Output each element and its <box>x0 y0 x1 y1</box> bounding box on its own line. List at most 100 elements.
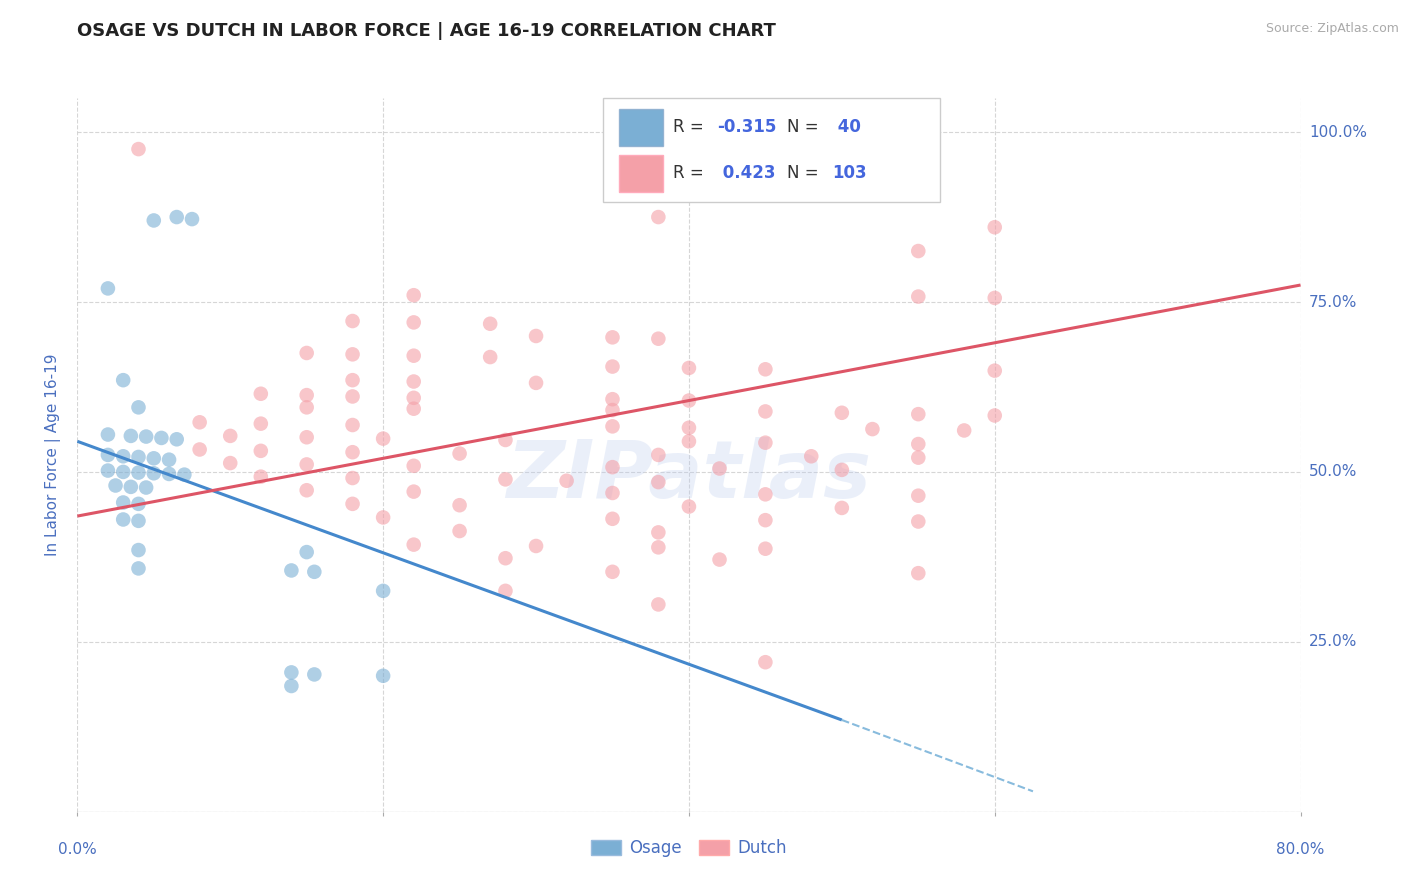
FancyBboxPatch shape <box>603 98 939 202</box>
Point <box>831 406 853 420</box>
Point <box>342 471 364 485</box>
Point <box>127 142 149 156</box>
Point <box>112 450 135 464</box>
Point <box>402 484 425 499</box>
FancyBboxPatch shape <box>619 155 664 193</box>
Point <box>112 495 135 509</box>
Text: ZIPatlas: ZIPatlas <box>506 437 872 516</box>
Point <box>371 669 394 683</box>
Point <box>402 349 425 363</box>
Point <box>127 497 149 511</box>
Point <box>280 564 302 578</box>
Point <box>524 539 547 553</box>
Point <box>135 481 157 495</box>
Text: R =: R = <box>673 164 709 182</box>
Point <box>678 393 700 408</box>
Point <box>250 386 273 401</box>
Point <box>647 475 669 489</box>
Point <box>479 317 502 331</box>
Text: N =: N = <box>787 119 824 136</box>
Point <box>342 445 364 459</box>
Text: R =: R = <box>673 119 709 136</box>
Point <box>342 347 364 361</box>
Point <box>112 373 135 387</box>
Point <box>907 515 929 529</box>
Point <box>602 392 624 407</box>
Point <box>602 565 624 579</box>
Point <box>342 373 364 387</box>
Point <box>984 364 1007 378</box>
Text: OSAGE VS DUTCH IN LABOR FORCE | AGE 16-19 CORRELATION CHART: OSAGE VS DUTCH IN LABOR FORCE | AGE 16-1… <box>77 22 776 40</box>
Point <box>142 467 165 481</box>
Point <box>295 545 318 559</box>
Point <box>953 424 976 438</box>
Point <box>678 500 700 514</box>
Point <box>524 329 547 343</box>
Text: Source: ZipAtlas.com: Source: ZipAtlas.com <box>1265 22 1399 36</box>
Point <box>602 403 624 417</box>
Point <box>120 480 142 494</box>
Point <box>754 655 776 669</box>
Point <box>295 388 318 402</box>
Text: 0.0%: 0.0% <box>58 842 97 857</box>
Point <box>647 332 669 346</box>
Text: 100.0%: 100.0% <box>1309 125 1367 140</box>
Text: 0.423: 0.423 <box>717 164 776 182</box>
Point <box>371 432 394 446</box>
Point <box>602 330 624 344</box>
Point <box>295 483 318 498</box>
Point <box>524 376 547 390</box>
Point <box>127 466 149 480</box>
Point <box>97 281 120 295</box>
Point <box>120 429 142 443</box>
Point <box>342 314 364 328</box>
Point <box>97 448 120 462</box>
Point <box>127 543 149 558</box>
Point <box>250 469 273 483</box>
Point <box>104 478 127 492</box>
Point <box>602 486 624 500</box>
Text: 25.0%: 25.0% <box>1309 634 1357 649</box>
Point <box>280 679 302 693</box>
Point <box>181 212 204 227</box>
Point <box>402 391 425 405</box>
Point <box>127 450 149 464</box>
Text: 50.0%: 50.0% <box>1309 465 1357 479</box>
Point <box>495 433 517 447</box>
Point <box>402 288 425 302</box>
Text: 75.0%: 75.0% <box>1309 294 1357 310</box>
Point <box>112 465 135 479</box>
Point <box>449 524 471 538</box>
Point <box>754 541 776 556</box>
Y-axis label: In Labor Force | Age 16-19: In Labor Force | Age 16-19 <box>45 353 62 557</box>
Point <box>342 497 364 511</box>
Point <box>157 452 180 467</box>
Point <box>647 210 669 224</box>
Text: N =: N = <box>787 164 824 182</box>
Point <box>188 415 211 429</box>
Point <box>907 244 929 258</box>
Point <box>984 409 1007 423</box>
Point <box>402 401 425 416</box>
Point <box>157 467 180 481</box>
Point <box>250 417 273 431</box>
Text: 80.0%: 80.0% <box>1277 842 1324 857</box>
Point <box>555 474 578 488</box>
Point <box>295 401 318 415</box>
FancyBboxPatch shape <box>619 109 664 146</box>
Point <box>150 431 173 445</box>
Point <box>112 512 135 526</box>
Point <box>402 458 425 473</box>
Point <box>495 472 517 486</box>
Point <box>678 360 700 375</box>
Point <box>127 514 149 528</box>
Point <box>479 350 502 364</box>
Point <box>295 346 318 360</box>
Point <box>342 389 364 403</box>
Point <box>907 566 929 581</box>
Point <box>495 583 517 598</box>
Point <box>166 210 188 224</box>
Point <box>127 401 149 415</box>
Point <box>97 464 120 478</box>
Point <box>602 460 624 475</box>
